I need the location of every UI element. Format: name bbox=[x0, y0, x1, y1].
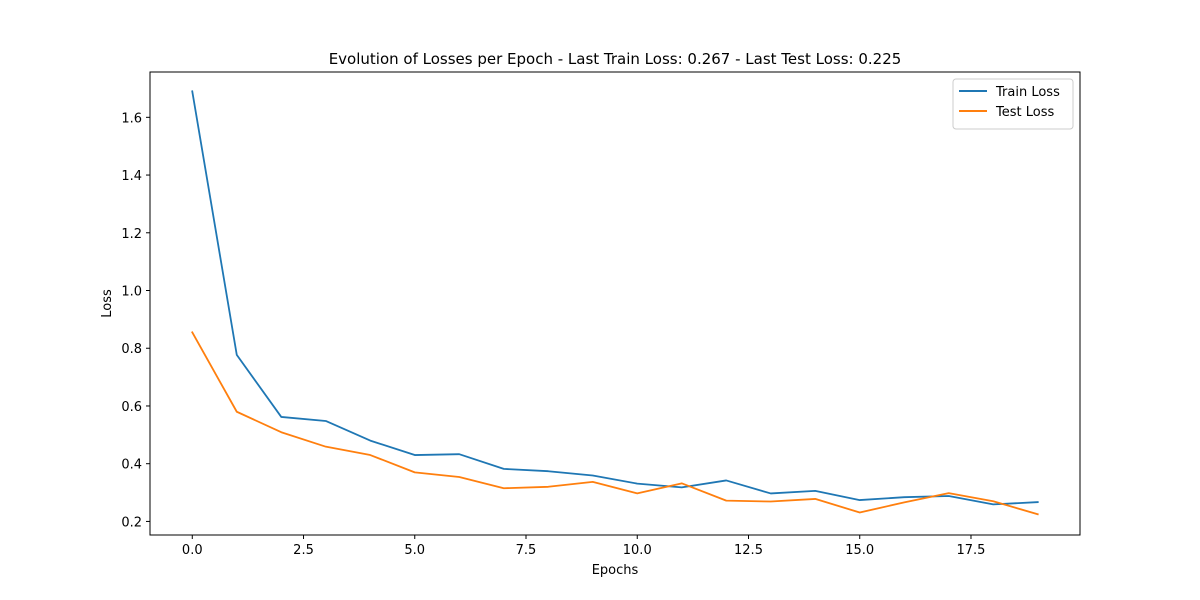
series-line-test-loss bbox=[191, 331, 1039, 516]
x-tick-label: 2.5 bbox=[293, 543, 314, 558]
legend-label: Train Loss bbox=[995, 85, 1060, 100]
legend-label: Test Loss bbox=[995, 105, 1054, 120]
x-tick-label: 5.0 bbox=[404, 543, 425, 558]
x-axis: 0.0 2.5 5.0 7.5 10.0 12.5 15.0 17.5 bbox=[182, 535, 986, 558]
x-tick-label: 17.5 bbox=[957, 543, 986, 558]
y-tick-label: 0.6 bbox=[121, 400, 142, 415]
chart-title: Evolution of Losses per Epoch - Last Tra… bbox=[329, 50, 902, 68]
x-tick-label: 12.5 bbox=[734, 543, 763, 558]
y-tick-label: 0.4 bbox=[121, 458, 142, 473]
plot-area bbox=[191, 90, 1039, 516]
y-tick-label: 0.2 bbox=[121, 515, 142, 530]
x-axis-label: Epochs bbox=[592, 563, 639, 578]
y-axis-label: Loss bbox=[100, 289, 115, 318]
y-tick-label: 0.8 bbox=[121, 342, 142, 357]
y-tick-label: 1.0 bbox=[121, 285, 142, 300]
x-tick-label: 0.0 bbox=[182, 543, 203, 558]
x-tick-label: 7.5 bbox=[516, 543, 537, 558]
y-tick-label: 1.6 bbox=[121, 111, 142, 126]
y-axis: 0.2 0.4 0.6 0.8 1.0 1.2 1.4 1.6 bbox=[121, 111, 150, 530]
y-tick-label: 1.2 bbox=[121, 227, 142, 242]
x-tick-label: 15.0 bbox=[845, 543, 874, 558]
series-line-train-loss bbox=[191, 90, 1039, 506]
x-tick-label: 10.0 bbox=[623, 543, 652, 558]
legend: Train Loss Test Loss bbox=[952, 78, 1074, 130]
y-tick-label: 1.4 bbox=[121, 169, 142, 184]
plot-frame bbox=[149, 71, 1081, 536]
